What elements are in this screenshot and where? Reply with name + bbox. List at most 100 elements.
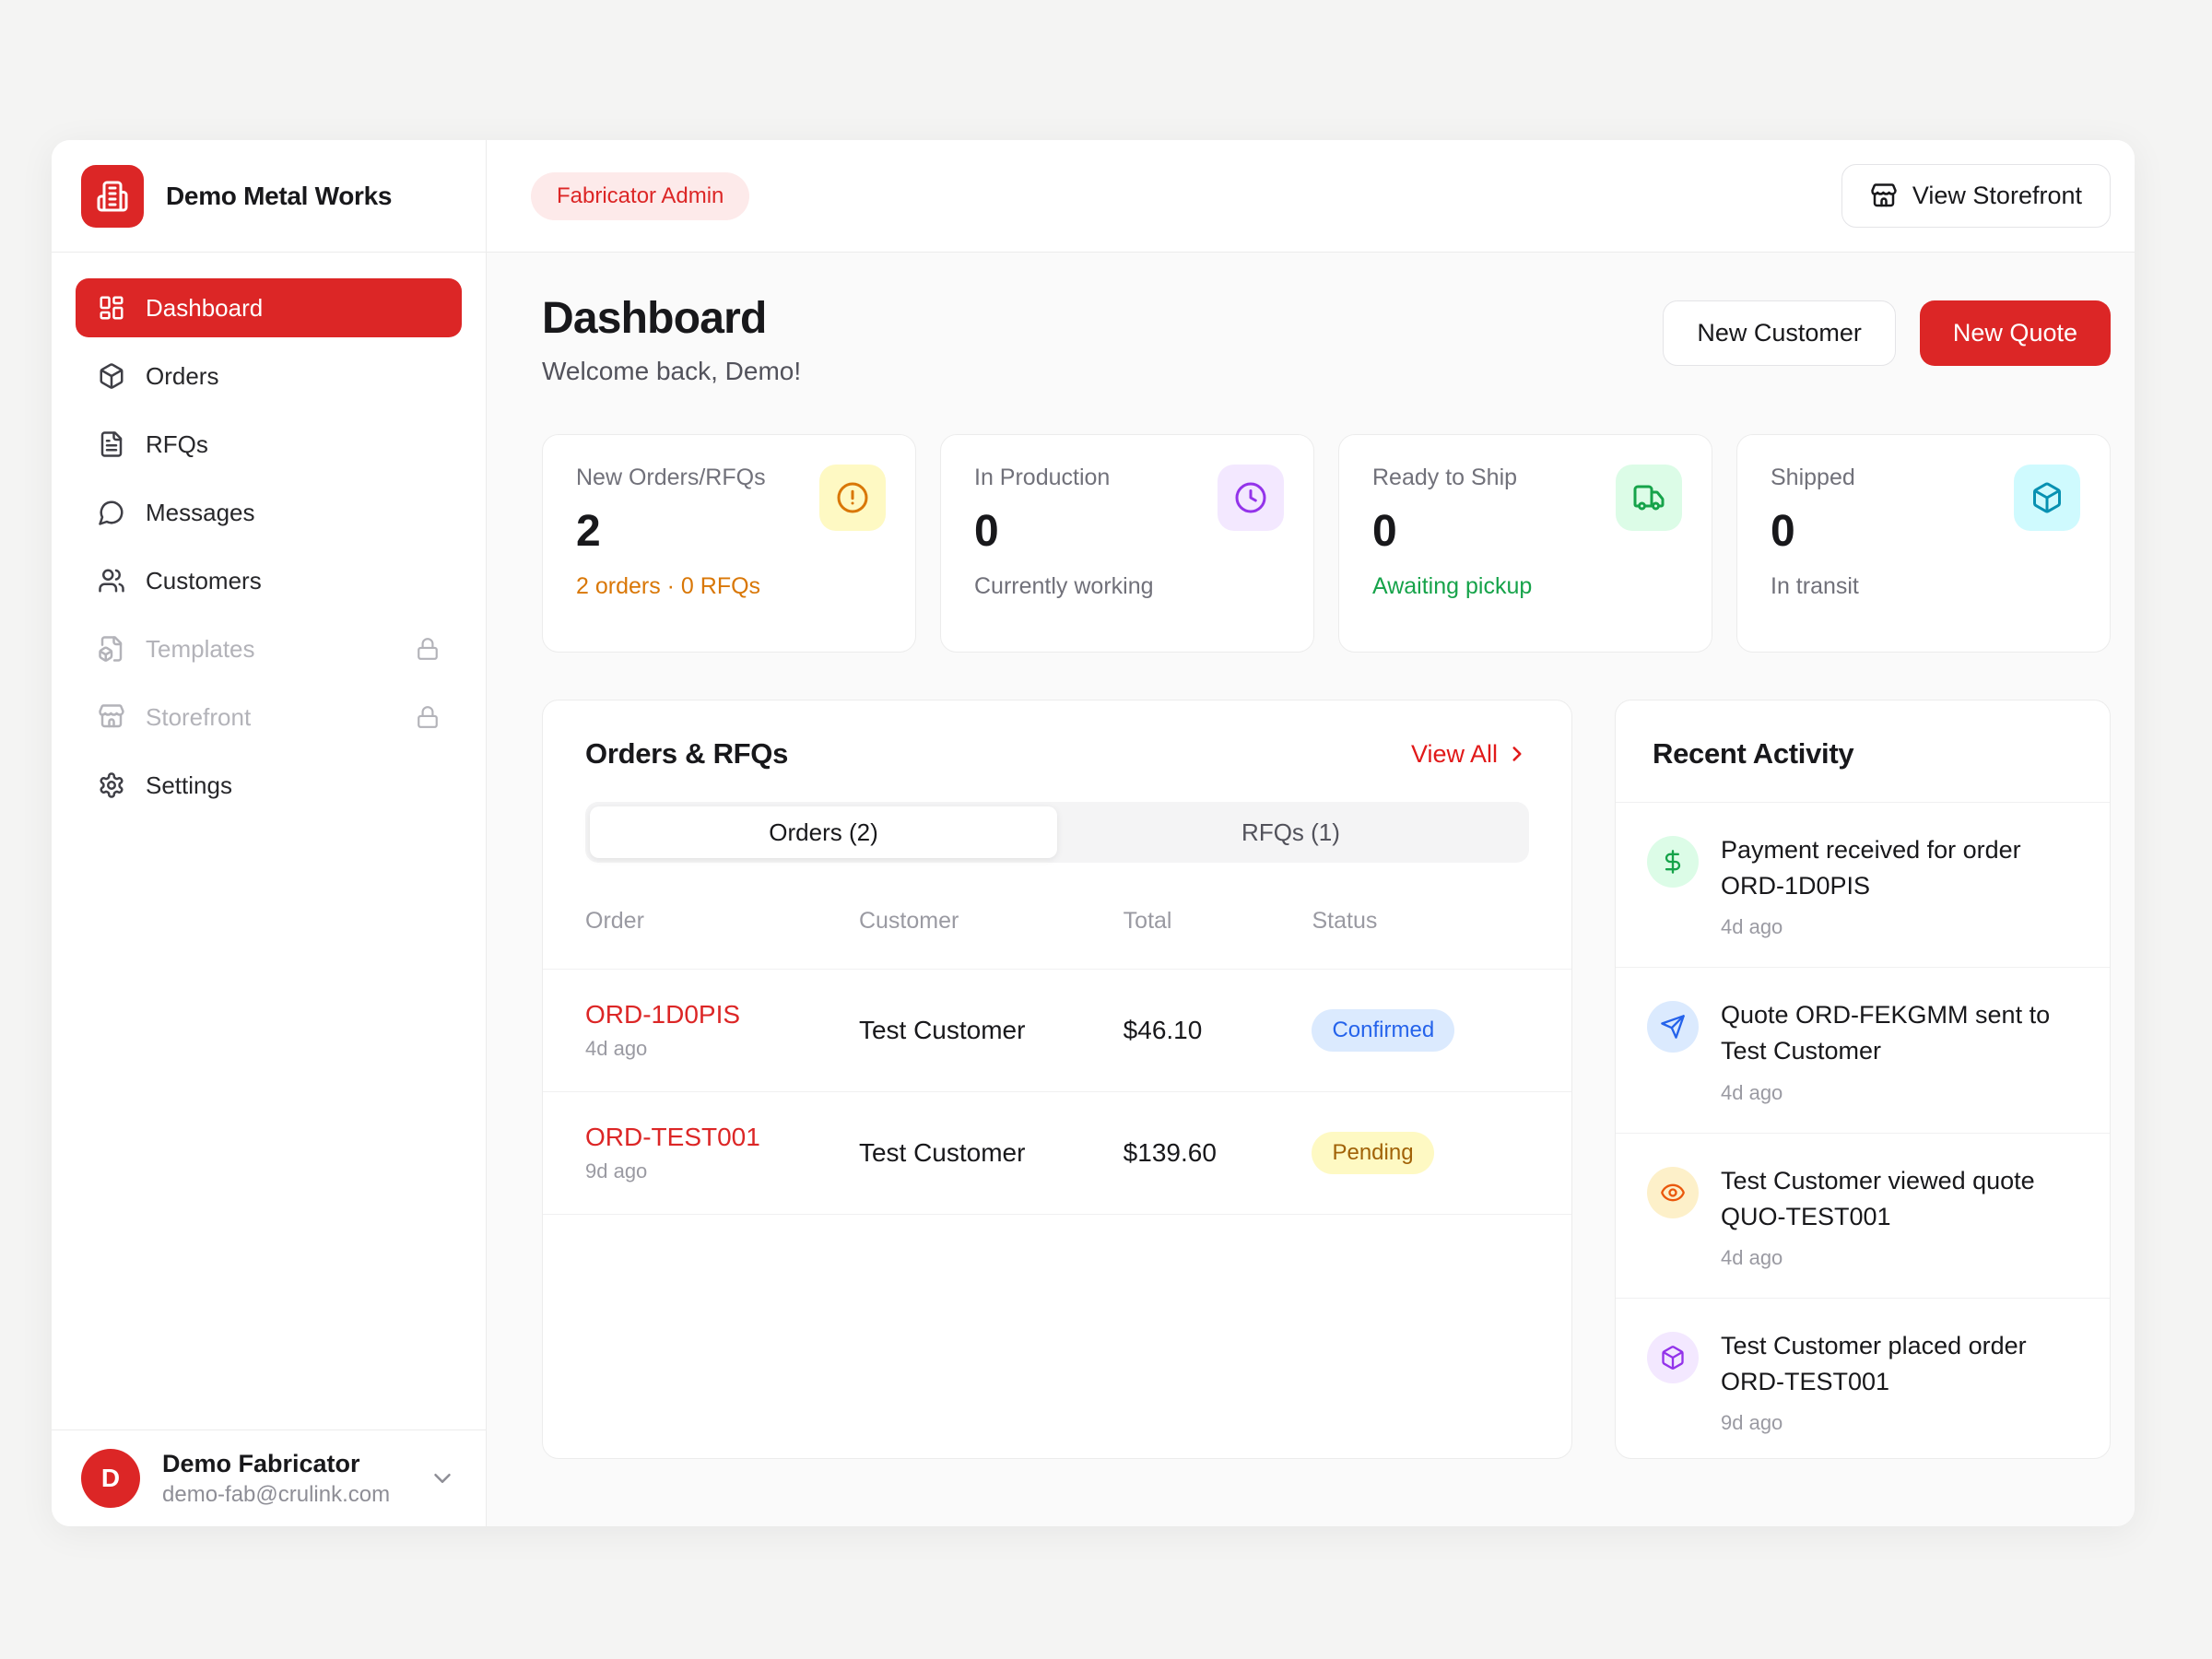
package-icon [1647,1331,1699,1383]
sidebar-item-label: Customers [146,566,262,594]
activity-panel-title: Recent Activity [1653,737,1854,770]
dollar-icon [1647,836,1699,888]
stat-subtitle: 2 orders · 0 RFQs [576,573,761,599]
activity-text: Test Customer placed order ORD-TEST001 [1721,1331,2027,1395]
stat-value: 0 [974,507,999,556]
eye-icon [1647,1166,1699,1218]
activity-age: 4d ago [1721,1080,1783,1104]
sidebar-item-label: RFQs [146,429,208,458]
sidebar-item-label: Settings [146,771,232,799]
tab-orders[interactable]: Orders (2) [590,806,1057,858]
page-subtitle: Welcome back, Demo! [542,357,802,385]
user-menu[interactable]: D Demo Fabricator demo-fab@crulink.com [52,1430,486,1526]
file-box-icon [98,635,125,663]
orders-tabs: Orders (2) RFQs (1) [585,802,1529,863]
package-icon [2014,465,2080,531]
view-storefront-label: View Storefront [1912,182,2082,209]
order-customer: Test Customer [858,1138,1026,1167]
view-storefront-button[interactable]: View Storefront [1841,164,2111,228]
sidebar-nav: Dashboard Orders RFQs Messages Customers… [52,253,486,1430]
order-total: $46.10 [1123,1016,1203,1044]
order-age: 4d ago [585,1037,648,1060]
sidebar-item-storefront[interactable]: Storefront [76,688,462,747]
status-badge: Confirmed [1312,1009,1455,1052]
sidebar-item-label: Dashboard [146,293,264,322]
chevron-down-icon [429,1465,456,1492]
stat-label: Ready to Ship [1372,465,1518,490]
stat-subtitle: In transit [1771,573,1859,599]
stat-value: 2 [576,507,601,556]
stat-value: 0 [1372,507,1397,556]
activity-item: Payment received for order ORD-1D0PIS 4d… [1616,803,2110,969]
activity-text: Test Customer viewed quote QUO-TEST001 [1721,1166,2035,1230]
lock-icon [416,705,440,729]
new-quote-button[interactable]: New Quote [1919,300,2111,366]
brand: Demo Metal Works [52,140,486,253]
status-badge: Pending [1312,1132,1434,1174]
activity-item: Quote ORD-FEKGMM sent to Test Customer 4… [1616,968,2110,1134]
user-name: Demo Fabricator [162,1449,360,1477]
sidebar-item-rfqs[interactable]: RFQs [76,415,462,474]
column-status: Status [1312,908,1378,934]
order-id-link[interactable]: ORD-1D0PIS [585,1000,741,1029]
order-customer: Test Customer [858,1016,1026,1044]
activity-item: Test Customer placed order ORD-TEST001 9… [1616,1299,2110,1458]
column-order: Order [585,908,644,934]
tab-rfqs[interactable]: RFQs (1) [1241,818,1340,846]
stat-cards: New Orders/RFQs 2 2 orders · 0 RFQs In P… [542,434,2111,653]
new-customer-button[interactable]: New Customer [1663,300,1896,366]
orders-panel: Orders & RFQs View All Orders (2) RFQs (… [542,700,1572,1459]
sidebar-item-label: Orders [146,361,219,390]
sidebar-item-customers[interactable]: Customers [76,551,462,610]
stat-card-new-orders: New Orders/RFQs 2 2 orders · 0 RFQs [542,434,916,653]
store-icon [98,703,125,731]
gear-icon [98,771,125,799]
table-header: Order Customer Total Status [543,874,1571,970]
activity-age: 4d ago [1721,915,1783,939]
content: Dashboard Welcome back, Demo! New Custom… [487,253,2135,1526]
sidebar-item-dashboard[interactable]: Dashboard [76,278,462,337]
sidebar-item-messages[interactable]: Messages [76,483,462,542]
avatar: D [81,1449,140,1508]
table-row[interactable]: ORD-1D0PIS 4d ago Test Customer $46.10 C… [543,970,1571,1092]
stat-card-in-production: In Production 0 Currently working [940,434,1314,653]
stat-card-ready-to-ship: Ready to Ship 0 Awaiting pickup [1338,434,1712,653]
page-title: Dashboard [542,294,767,343]
package-icon [98,362,125,390]
view-all-link[interactable]: View All [1411,740,1529,769]
store-icon [1870,182,1898,210]
topbar: Fabricator Admin View Storefront [487,140,2135,253]
stat-label: New Orders/RFQs [576,465,766,490]
table-row[interactable]: ORD-TEST001 9d ago Test Customer $139.60… [543,1092,1571,1215]
column-customer: Customer [858,908,959,934]
activity-text: Quote ORD-FEKGMM sent to Test Customer [1721,1001,2051,1065]
alert-circle-icon [819,465,886,531]
clock-icon [1218,465,1284,531]
activity-age: 4d ago [1721,1245,1783,1269]
sidebar-item-settings[interactable]: Settings [76,756,462,815]
lock-icon [416,637,440,661]
activity-age: 9d ago [1721,1411,1783,1435]
stat-subtitle: Awaiting pickup [1372,573,1533,599]
app-window: Demo Metal Works Dashboard Orders RFQs M… [52,140,2135,1526]
sidebar-item-label: Messages [146,498,255,526]
stat-card-shipped: Shipped 0 In transit [1736,434,2111,653]
sidebar-item-label: Templates [146,634,255,663]
order-id-link[interactable]: ORD-TEST001 [585,1123,760,1151]
column-total: Total [1123,908,1172,934]
order-total: $139.60 [1123,1138,1217,1167]
sidebar-item-label: Storefront [146,702,252,731]
activity-panel: Recent Activity Payment received for ord… [1615,700,2111,1459]
stat-value: 0 [1771,507,1795,556]
activity-text: Payment received for order ORD-1D0PIS [1721,836,2021,900]
users-icon [98,567,125,594]
page-header: Dashboard Welcome back, Demo! New Custom… [542,293,2111,386]
orders-panel-title: Orders & RFQs [585,737,789,770]
chevron-right-icon [1505,742,1529,766]
user-email: demo-fab@crulink.com [162,1481,391,1507]
dashboard-icon [98,294,125,322]
sidebar-item-templates[interactable]: Templates [76,619,462,678]
sidebar-item-orders[interactable]: Orders [76,347,462,406]
stat-subtitle: Currently working [974,573,1154,599]
file-text-icon [98,430,125,458]
